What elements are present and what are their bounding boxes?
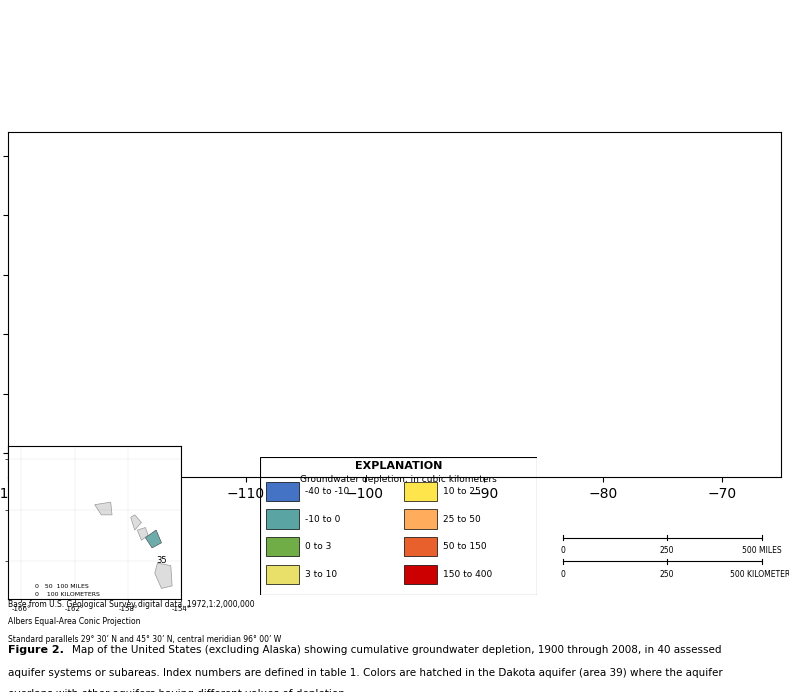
Text: 250: 250 bbox=[660, 570, 675, 579]
Text: Albers Equal-Area Conic Projection: Albers Equal-Area Conic Projection bbox=[8, 617, 140, 626]
Polygon shape bbox=[95, 502, 112, 515]
FancyBboxPatch shape bbox=[404, 537, 437, 556]
Text: 0    100 KILOMETERS: 0 100 KILOMETERS bbox=[35, 592, 99, 597]
Text: 35: 35 bbox=[156, 556, 166, 565]
Text: Map of the United States (excluding Alaska) showing cumulative groundwater deple: Map of the United States (excluding Alas… bbox=[59, 646, 722, 655]
Text: Base from U.S. Geological Survey digital data, 1972,1:2,000,000: Base from U.S. Geological Survey digital… bbox=[8, 600, 255, 609]
FancyBboxPatch shape bbox=[266, 482, 299, 501]
Text: 150 to 400: 150 to 400 bbox=[443, 570, 492, 579]
Text: Figure 2.: Figure 2. bbox=[8, 646, 64, 655]
Text: 0: 0 bbox=[561, 546, 566, 555]
Polygon shape bbox=[155, 563, 172, 588]
Polygon shape bbox=[145, 530, 162, 548]
Text: 500 MILES: 500 MILES bbox=[742, 546, 782, 555]
Text: 25 to 50: 25 to 50 bbox=[443, 514, 481, 524]
Text: overlaps with other aquifers having different values of depletion.: overlaps with other aquifers having diff… bbox=[8, 689, 348, 692]
Text: EXPLANATION: EXPLANATION bbox=[355, 461, 442, 471]
Text: 3 to 10: 3 to 10 bbox=[305, 570, 337, 579]
FancyBboxPatch shape bbox=[404, 565, 437, 584]
Text: 0 to 3: 0 to 3 bbox=[305, 542, 331, 552]
Polygon shape bbox=[137, 527, 148, 540]
Text: -40 to -10: -40 to -10 bbox=[305, 486, 349, 496]
Polygon shape bbox=[145, 530, 162, 548]
Text: 0   50  100 MILES: 0 50 100 MILES bbox=[35, 585, 88, 590]
Text: 0: 0 bbox=[561, 570, 566, 579]
FancyBboxPatch shape bbox=[266, 537, 299, 556]
Text: 50 to 150: 50 to 150 bbox=[443, 542, 486, 552]
Text: -10 to 0: -10 to 0 bbox=[305, 514, 340, 524]
FancyBboxPatch shape bbox=[266, 565, 299, 584]
Text: aquifer systems or subareas. Index numbers are defined in table 1. Colors are ha: aquifer systems or subareas. Index numbe… bbox=[8, 668, 723, 677]
Text: 10 to 25: 10 to 25 bbox=[443, 486, 481, 496]
Polygon shape bbox=[131, 515, 141, 530]
Text: 250: 250 bbox=[660, 546, 675, 555]
Text: 500 KILOMETERS: 500 KILOMETERS bbox=[730, 570, 789, 579]
FancyBboxPatch shape bbox=[404, 482, 437, 501]
Text: Standard parallels 29° 30’ N and 45° 30’ N, central meridian 96° 00’ W: Standard parallels 29° 30’ N and 45° 30’… bbox=[8, 635, 281, 644]
FancyBboxPatch shape bbox=[266, 509, 299, 529]
FancyBboxPatch shape bbox=[404, 509, 437, 529]
Text: Groundwater depletion, in cubic kilometers: Groundwater depletion, in cubic kilomete… bbox=[300, 475, 497, 484]
